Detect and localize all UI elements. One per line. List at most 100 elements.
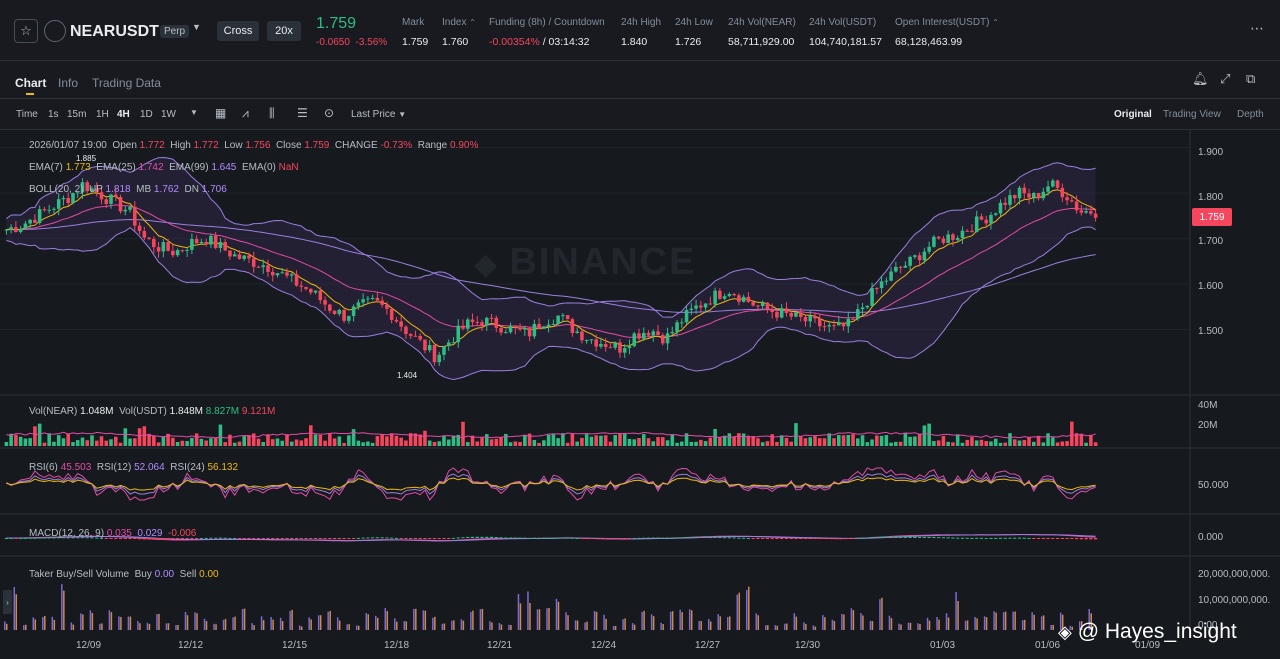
tab-chart[interactable]: Chart <box>15 76 47 90</box>
macd-histogram-bar <box>865 537 869 539</box>
favorite-star-icon[interactable]: ☆ <box>14 19 38 43</box>
taker-buy-bar <box>688 609 691 630</box>
popout-icon[interactable]: ⧉ <box>1246 71 1256 86</box>
candle-body <box>209 235 213 245</box>
margin-mode-button[interactable]: Cross <box>217 21 259 41</box>
volume-bar <box>280 440 285 446</box>
candle-body <box>166 242 170 251</box>
calendar-icon[interactable]: ▦ <box>215 106 227 120</box>
interval-1h[interactable]: 1H <box>96 109 109 120</box>
volume-bar <box>299 440 304 446</box>
macd-histogram-bar <box>780 538 784 539</box>
macd-histogram-bar <box>195 538 199 539</box>
taker-sell-bar <box>738 592 741 630</box>
taker-buy-bar <box>146 622 149 630</box>
symbol-name[interactable]: NEARUSDT <box>70 23 159 40</box>
alert-bell-icon[interactable]: 🔔︎ <box>1192 71 1209 86</box>
taker-sell-bar <box>1061 614 1064 630</box>
taker-buy-bar <box>498 623 501 630</box>
candle-body <box>304 286 308 289</box>
volume-bar <box>527 433 532 446</box>
volume-bar <box>594 435 598 446</box>
indicator-icon[interactable]: ⩘ <box>242 106 249 120</box>
view-depth[interactable]: Depth <box>1237 109 1264 120</box>
taker-sell-bar <box>767 625 769 630</box>
volume-bar <box>827 433 832 446</box>
taker-buy-bar <box>222 619 225 630</box>
candle-body <box>865 305 870 308</box>
candle-body <box>832 325 836 327</box>
volume-bar <box>608 441 613 446</box>
volume-bar <box>603 435 608 446</box>
symbol-dropdown-icon[interactable]: ▼ <box>192 22 201 32</box>
candle-body <box>451 342 456 344</box>
taker-buy-bar <box>746 590 748 630</box>
view-tradingview[interactable]: Trading View <box>1163 109 1221 120</box>
macd-histogram-bar <box>99 537 104 539</box>
x-axis-label: 01/03 <box>930 640 956 651</box>
interval-1d[interactable]: 1D <box>140 109 153 120</box>
volume-bar <box>965 439 969 446</box>
macd-histogram-bar <box>28 537 32 539</box>
settings-icon[interactable]: ☰ <box>297 106 308 120</box>
taker-sell-bar <box>1080 621 1083 630</box>
leverage-button[interactable]: 20x <box>267 21 301 41</box>
candle-body <box>1022 187 1027 194</box>
tab-info[interactable]: Info <box>58 76 79 90</box>
volume-bar <box>970 437 974 446</box>
volume-bar <box>903 433 908 446</box>
volume-bar <box>699 439 703 446</box>
macd-histogram-bar <box>960 537 965 539</box>
candle-body <box>118 196 123 212</box>
bollinger-band-fill <box>6 157 1096 380</box>
candle-body <box>680 322 684 324</box>
volume-bar <box>1070 421 1074 446</box>
candle-body <box>232 254 237 257</box>
volume-bar <box>561 433 565 446</box>
taker-axis-label: 20,000,000,000. <box>1198 569 1271 580</box>
macd-histogram-bar <box>998 537 1003 539</box>
macd-histogram-bar <box>670 537 674 539</box>
taker-buy-bar <box>413 608 415 630</box>
price-type-selector[interactable]: Last Price ▼ <box>351 109 407 120</box>
taker-buy-bar <box>955 591 957 630</box>
rsi-legend: RSI(6) 45.503 RSI(12) 52.064 RSI(24) 56.… <box>29 462 239 473</box>
macd-histogram-bar <box>299 538 303 539</box>
volume-bar <box>665 440 670 446</box>
interval-dropdown-icon[interactable]: ▼ <box>190 108 198 117</box>
candle-body <box>485 317 489 326</box>
interval-15m[interactable]: 15m <box>67 109 87 120</box>
stat-oi-label: Open Interest(USDT) ⌃ <box>895 17 999 28</box>
taker-sell-bar <box>44 616 46 630</box>
taker-sell-bar <box>567 615 569 630</box>
candle-type-icon[interactable]: ⫼ <box>269 106 275 120</box>
volume-bar <box>551 433 556 446</box>
interval-1s[interactable]: 1s <box>48 109 59 120</box>
volume-bar <box>599 435 603 446</box>
volume-bar <box>613 435 617 446</box>
taker-buy-bar <box>1088 608 1090 630</box>
macd-histogram-bar <box>841 538 846 539</box>
candle-body <box>394 319 399 322</box>
macd-histogram-bar <box>61 537 66 539</box>
macd-histogram-bar <box>751 538 755 539</box>
fullscreen-icon[interactable]: ⤢ <box>1220 71 1231 86</box>
taker-legend: Taker Buy/Sell Volume Buy 0.00 Sell 0.00 <box>29 569 219 580</box>
tab-trading-data[interactable]: Trading Data <box>92 76 161 90</box>
view-original[interactable]: Original <box>1114 109 1152 120</box>
time-label[interactable]: Time <box>16 109 38 120</box>
draw-tool-icon[interactable]: ⊙ <box>324 106 335 120</box>
taker-buy-bar <box>327 611 329 630</box>
chart-canvas[interactable] <box>0 130 1280 659</box>
taker-buy-bar <box>13 587 16 630</box>
candle-body <box>632 333 637 347</box>
candle-body <box>846 318 851 327</box>
macd-histogram-bar <box>71 537 75 539</box>
volume-bar <box>389 433 394 446</box>
interval-4h[interactable]: 4H <box>117 109 130 120</box>
expand-left-handle[interactable]: › <box>3 590 12 614</box>
candle-body <box>836 322 841 326</box>
interval-1w[interactable]: 1W <box>161 109 176 120</box>
ellipsis-icon[interactable]: ⋯ <box>1250 20 1264 36</box>
candle-body <box>546 324 551 327</box>
